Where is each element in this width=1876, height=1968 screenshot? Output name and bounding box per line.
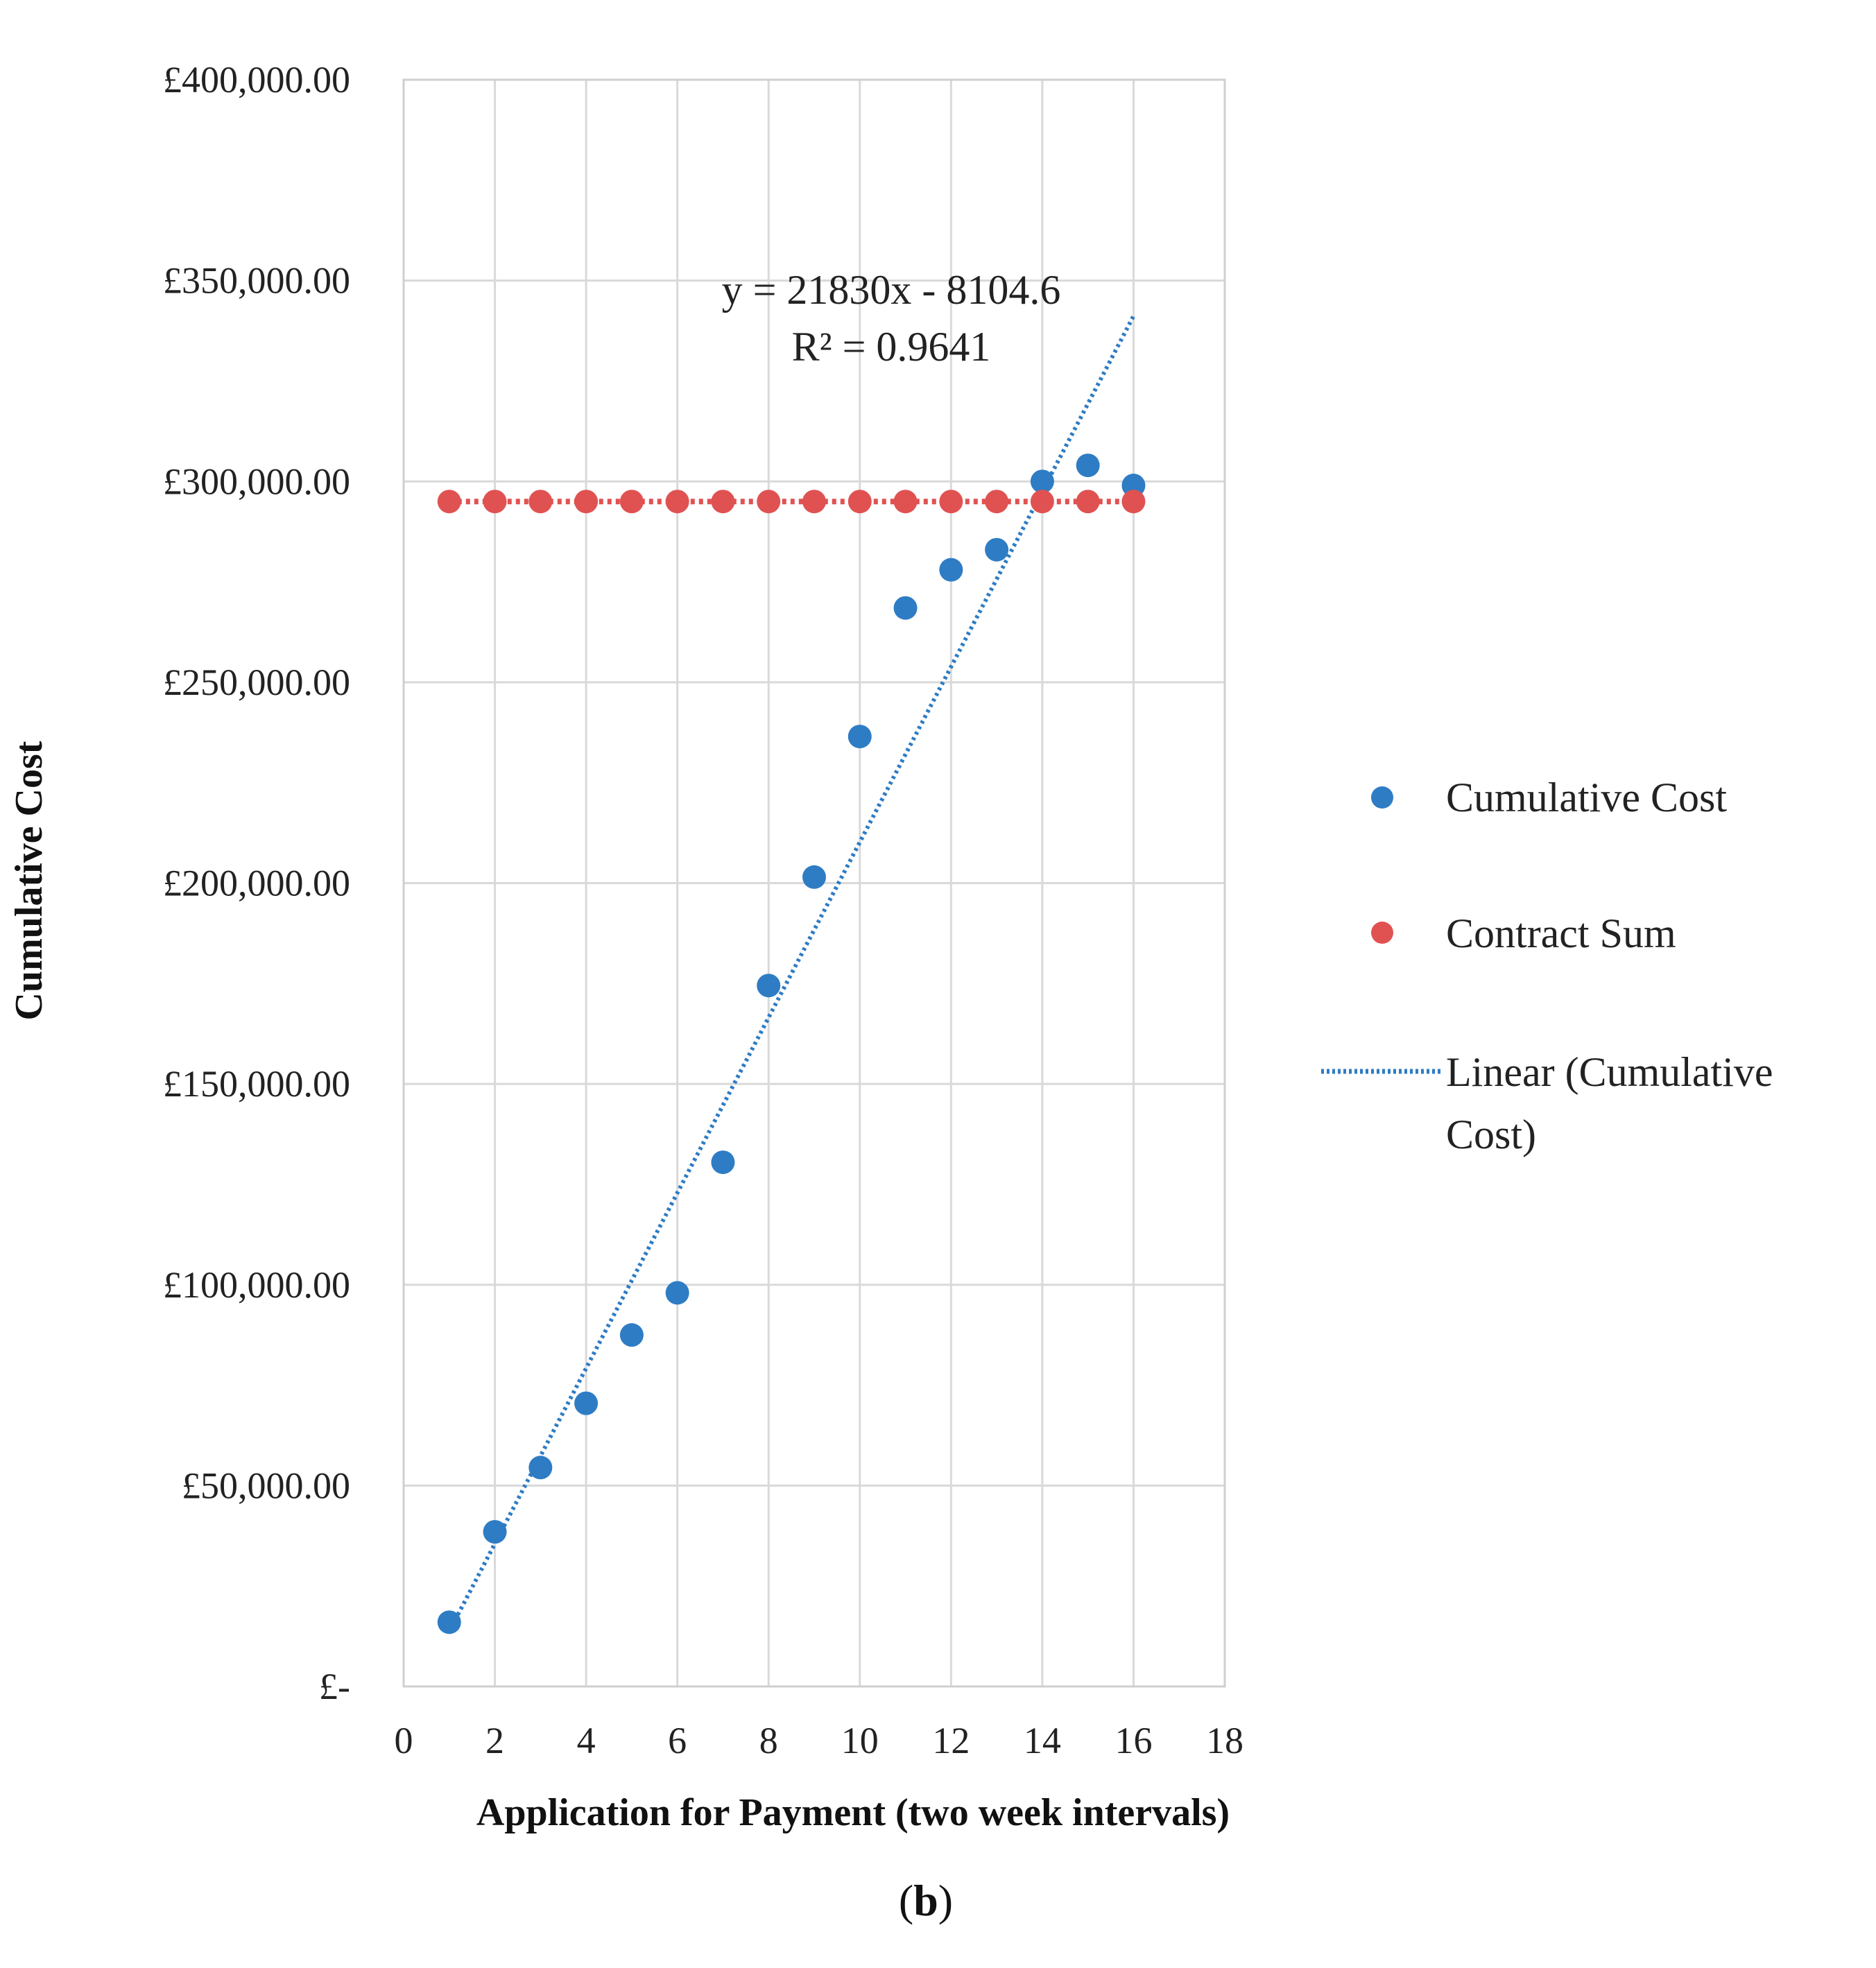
x-tick-label: 10 xyxy=(841,1720,879,1761)
y-tick-label: £200,000.00 xyxy=(163,863,350,904)
x-tick-label: 6 xyxy=(668,1720,687,1761)
plot-area-frame xyxy=(402,78,1226,1688)
contract-sum-point xyxy=(757,490,781,514)
contract-sum-point xyxy=(1121,490,1146,514)
y-tick-label: £300,000.00 xyxy=(163,460,350,502)
cumulative-cost-point xyxy=(985,537,1009,562)
y-axis-tick-labels: £- £50,000.00 £100,000.00 £150,000.00 £200,0… xyxy=(163,59,350,1707)
trendline-r-squared: R² = 0.9641 xyxy=(792,324,991,370)
cumulative-cost-point xyxy=(847,725,872,749)
y-tick-label: £- xyxy=(319,1666,350,1707)
contract-sum-point xyxy=(985,490,1009,514)
x-tick-label: 8 xyxy=(759,1720,778,1761)
contract-sum-point xyxy=(437,490,461,514)
cumulative-cost-point xyxy=(619,1323,644,1347)
contract-sum-point xyxy=(847,490,872,514)
cumulative-cost-point xyxy=(939,558,963,582)
legend-marker-contract-sum xyxy=(1371,922,1393,944)
y-tick-label: £150,000.00 xyxy=(163,1063,350,1105)
cumulative-cost-point xyxy=(574,1391,599,1415)
legend: Cumulative Cost Contract Sum Linear (Cum… xyxy=(1321,775,1773,1157)
trendline-layer xyxy=(447,315,1136,1632)
contract-sum-point xyxy=(939,490,963,514)
cumulative-cost-point xyxy=(528,1456,553,1480)
contract-sum-point xyxy=(574,490,599,514)
x-tick-label: 2 xyxy=(485,1720,504,1761)
legend-label-contract-sum: Contract Sum xyxy=(1446,910,1676,956)
contract-sum-point xyxy=(711,490,735,514)
contract-sum-point xyxy=(528,490,553,514)
trendline-equation: y = 21830x - 8104.6 xyxy=(722,267,1061,313)
contract-sum-point xyxy=(1076,490,1100,514)
y-tick-label: £250,000.00 xyxy=(163,662,350,703)
cumulative-cost-point xyxy=(483,1519,507,1544)
panel-label: (b) xyxy=(899,1876,953,1925)
panel-label-letter: b xyxy=(913,1876,938,1925)
plot-area-border xyxy=(402,78,1226,1688)
cumulative-cost-point xyxy=(757,974,781,998)
cumulative-cost-point xyxy=(893,596,918,620)
y-tick-label: £350,000.00 xyxy=(163,260,350,302)
contract-sum-point xyxy=(665,490,689,514)
cumulative-cost-point xyxy=(665,1281,689,1305)
legend-label-linear-trendline-line2: Cost) xyxy=(1446,1112,1536,1157)
x-tick-label: 12 xyxy=(932,1720,970,1761)
contract-sum-point xyxy=(802,490,826,514)
legend-label-linear-trendline-line1: Linear (Cumulative xyxy=(1446,1049,1773,1095)
y-axis-title: Cumulative Cost xyxy=(8,741,51,1020)
x-axis-tick-labels: 0 2 4 6 8 10 12 14 16 18 xyxy=(395,1720,1244,1761)
x-tick-label: 18 xyxy=(1206,1720,1244,1761)
contract-sum-point xyxy=(619,490,644,514)
y-tick-label: £100,000.00 xyxy=(163,1264,350,1306)
legend-marker-cumulative-cost xyxy=(1371,786,1393,809)
series-layer xyxy=(437,454,1146,1634)
contract-sum-point xyxy=(1030,490,1054,514)
cumulative-cost-point xyxy=(711,1150,735,1175)
cumulative-cost-point xyxy=(1030,469,1054,494)
panel-label-open-paren: ( xyxy=(899,1876,913,1925)
trendline xyxy=(447,315,1136,1632)
x-axis-title: Application for Payment (two week interv… xyxy=(476,1791,1230,1834)
legend-label-cumulative-cost: Cumulative Cost xyxy=(1446,775,1727,820)
panel-label-close-paren: ) xyxy=(938,1876,953,1925)
contract-sum-point xyxy=(893,490,918,514)
x-tick-label: 16 xyxy=(1115,1720,1152,1761)
contract-sum-point xyxy=(483,490,507,514)
x-tick-label: 0 xyxy=(395,1720,413,1761)
cumulative-cost-point xyxy=(802,865,826,889)
cumulative-cost-point xyxy=(437,1610,461,1634)
y-tick-label: £400,000.00 xyxy=(163,59,350,101)
x-tick-label: 14 xyxy=(1024,1720,1061,1761)
x-tick-label: 4 xyxy=(577,1720,596,1761)
y-tick-label: £50,000.00 xyxy=(182,1465,350,1506)
cumulative-cost-point xyxy=(1076,454,1100,478)
